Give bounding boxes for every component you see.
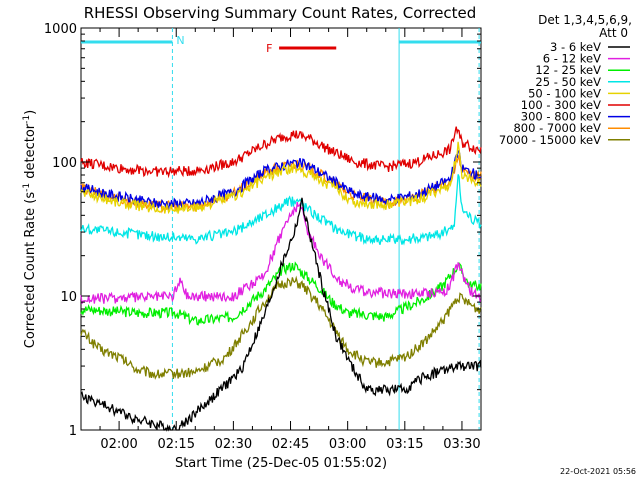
x-tick-label: 02:30 (215, 437, 252, 452)
x-axis-label: Start Time (25-Dec-05 01:55:02) (175, 456, 387, 471)
y-tick-label: 100 (52, 156, 77, 171)
legend-entry-label: 12 - 25 keV (535, 63, 601, 77)
series-lines (80, 126, 482, 432)
x-tick-label: 03:30 (443, 437, 480, 452)
night-markers: N (81, 28, 481, 430)
legend-entry-label: 300 - 800 keV (521, 110, 601, 124)
legend-entry-label: 50 - 100 keV (528, 86, 601, 100)
y-tick-label: 1000 (44, 22, 77, 37)
x-tick-label: 02:15 (158, 437, 195, 452)
series-line (80, 197, 482, 432)
legend-entry-label: 25 - 50 keV (535, 75, 601, 89)
y-tick-label: 10 (60, 290, 77, 305)
y-axis-label-sup-2: -1 (22, 115, 32, 124)
series-line (80, 126, 482, 179)
y-axis-label-prefix: Corrected Count Rate (s (23, 192, 38, 349)
y-axis-label-sup-1: -1 (22, 183, 32, 192)
y-axis-label-suffix: detector (23, 123, 38, 183)
y-tick-label: 1 (69, 424, 77, 439)
legend-entry-label: 100 - 300 keV (521, 98, 601, 112)
series-line (80, 202, 482, 304)
legend-entry-label: 3 - 6 keV (550, 40, 601, 54)
footer-date: 22-Oct-2021 05:56 (560, 467, 636, 476)
series-line (80, 275, 482, 380)
x-tick-label: 02:00 (100, 437, 137, 452)
flare-markers: F (266, 42, 337, 55)
x-tick-label: 03:00 (329, 437, 366, 452)
series-line (80, 141, 482, 215)
legend-entry-label: 6 - 12 keV (543, 52, 601, 66)
legend-header-line1: Det 1,3,4,5,6,9, (538, 13, 632, 27)
plot-frame (80, 27, 482, 431)
series-line (80, 261, 482, 326)
night-label: N (176, 34, 184, 47)
legend-header-line2: Att 0 (599, 26, 628, 40)
legend-entry-label: 7000 - 15000 keV (499, 133, 601, 147)
x-axis: 02:00 02:15 02:30 02:45 03:00 03:15 03:30 (80, 28, 482, 452)
chart-title: RHESSI Observing Summary Count Rates, Co… (84, 4, 477, 22)
series-line (80, 150, 482, 211)
legend-entry-label: 800 - 7000 keV (513, 121, 601, 135)
x-tick-label: 03:15 (386, 437, 423, 452)
x-tick-label: 02:45 (272, 437, 309, 452)
y-axis-label-close: ) (23, 110, 38, 115)
y-axis: 1 10 100 1000 (44, 22, 481, 439)
series-line (80, 174, 482, 246)
y-axis-label: Corrected Count Rate (s-1 detector-1) (22, 110, 38, 348)
flare-label: F (266, 42, 272, 55)
